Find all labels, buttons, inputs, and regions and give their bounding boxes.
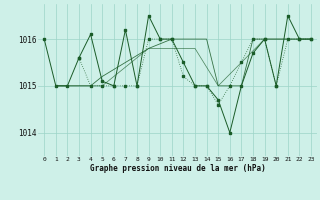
X-axis label: Graphe pression niveau de la mer (hPa): Graphe pression niveau de la mer (hPa) (90, 164, 266, 173)
